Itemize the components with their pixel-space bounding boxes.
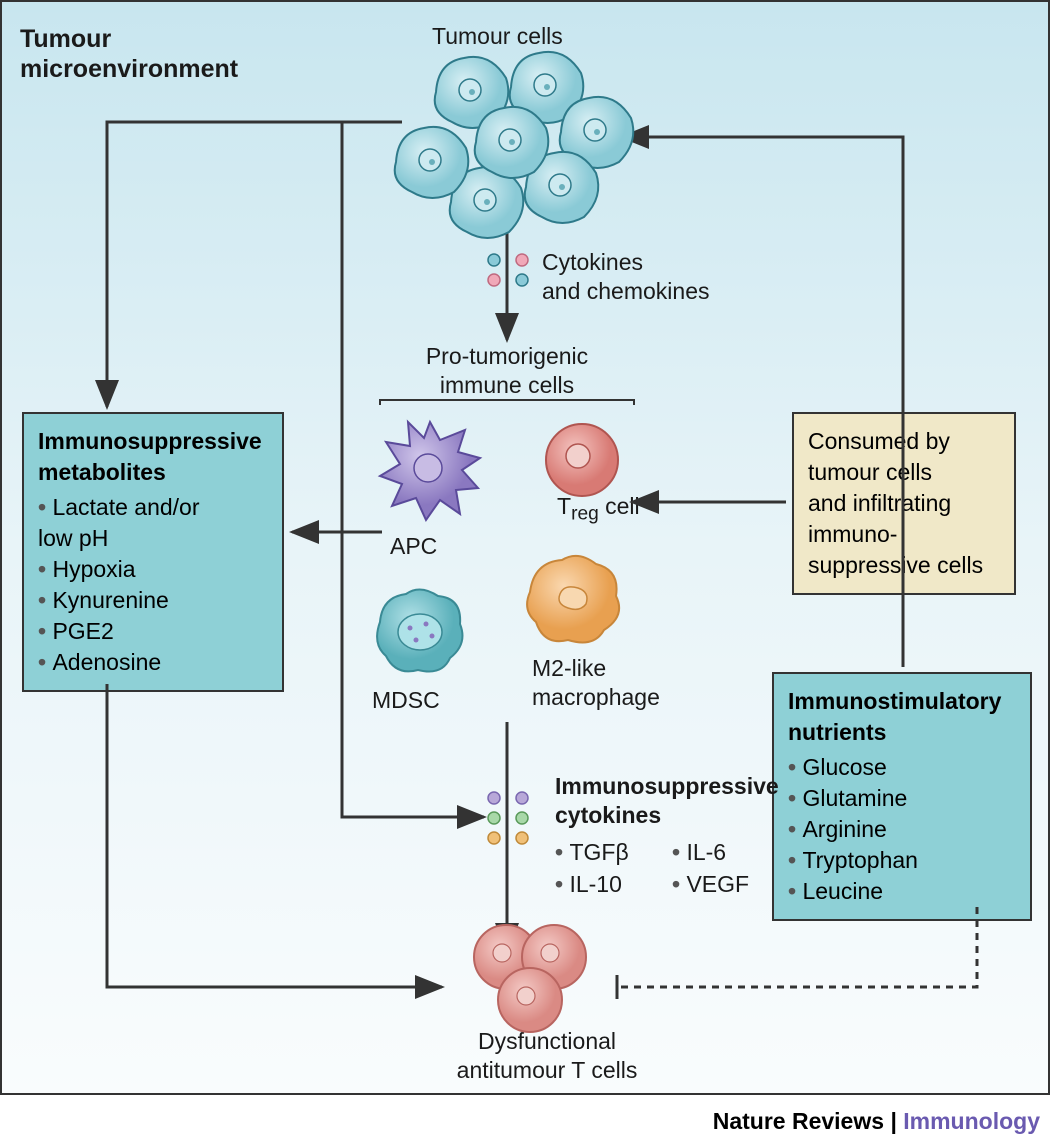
label-il6: • IL-6 [672, 838, 726, 867]
box-immunostimulatory-nutrients: Immunostimulatorynutrients GlucoseGlutam… [772, 672, 1032, 921]
label-apc: APC [390, 532, 437, 561]
box-consumed-text: Consumed bytumour cellsand infiltratingi… [808, 428, 983, 578]
label-tgfb: • TGFβ [555, 838, 629, 867]
tumour-cells-cluster [395, 52, 634, 238]
box-immunosuppressive-metabolites: Immunosuppressivemetabolites Lactate and… [22, 412, 284, 692]
label-m2: M2-likemacrophage [532, 654, 660, 712]
dysfunctional-tcells-cluster [474, 925, 586, 1032]
label-vegf: • VEGF [672, 870, 749, 899]
list-item: Tryptophan [788, 845, 1016, 876]
label-cytokines-chemokines: Cytokinesand chemokines [542, 248, 710, 306]
mdsc-cell [377, 589, 462, 671]
label-il10: • IL-10 [555, 870, 622, 899]
list-item: Glucose [788, 752, 1016, 783]
list-item: Adenosine [38, 647, 268, 678]
list-item: Lactate and/or low pH [38, 492, 268, 554]
list-item: Arginine [788, 814, 1016, 845]
cytokine-dots-1 [488, 254, 528, 286]
diagram-canvas: Tumourmicroenvironment Tumour cells Immu… [0, 0, 1050, 1095]
list-item: Glutamine [788, 783, 1016, 814]
label-treg: Treg cell [557, 492, 640, 527]
label-dysfunctional-tcells: Dysfunctionalantitumour T cells [432, 1027, 662, 1085]
footer-right: Immunology [903, 1108, 1040, 1134]
label-mdsc: MDSC [372, 686, 440, 715]
m2-macrophage-cell [527, 556, 619, 643]
list-item: Kynurenine [38, 585, 268, 616]
label-pro-tumorigenic: Pro-tumorigenicimmune cells [407, 342, 607, 400]
bracket [380, 400, 634, 405]
list-item: PGE2 [38, 616, 268, 647]
metabolites-list: Lactate and/or low pHHypoxiaKynureninePG… [38, 492, 268, 678]
label-tumour-cells: Tumour cells [432, 22, 563, 51]
apc-cell [380, 422, 480, 520]
list-item: Leucine [788, 876, 1016, 907]
box-consumed-by: Consumed bytumour cellsand infiltratingi… [792, 412, 1016, 595]
arrow-metabolites-tcells [107, 684, 442, 987]
cytokine-dots-2 [488, 792, 528, 844]
title-tme: Tumourmicroenvironment [20, 24, 238, 84]
footer-credit: Nature Reviews | Immunology [713, 1108, 1040, 1135]
label-immunosuppressive-cytokines: Immunosuppressivecytokines [555, 772, 779, 830]
box-heading: Immunostimulatorynutrients [788, 686, 1016, 748]
footer-left: Nature Reviews [713, 1108, 884, 1134]
box-heading: Immunosuppressivemetabolites [38, 426, 268, 488]
treg-cell [546, 424, 618, 496]
nutrients-list: GlucoseGlutamineArginineTryptophanLeucin… [788, 752, 1016, 907]
list-item: Hypoxia [38, 554, 268, 585]
arrow-tumour-metabolites [107, 122, 402, 407]
